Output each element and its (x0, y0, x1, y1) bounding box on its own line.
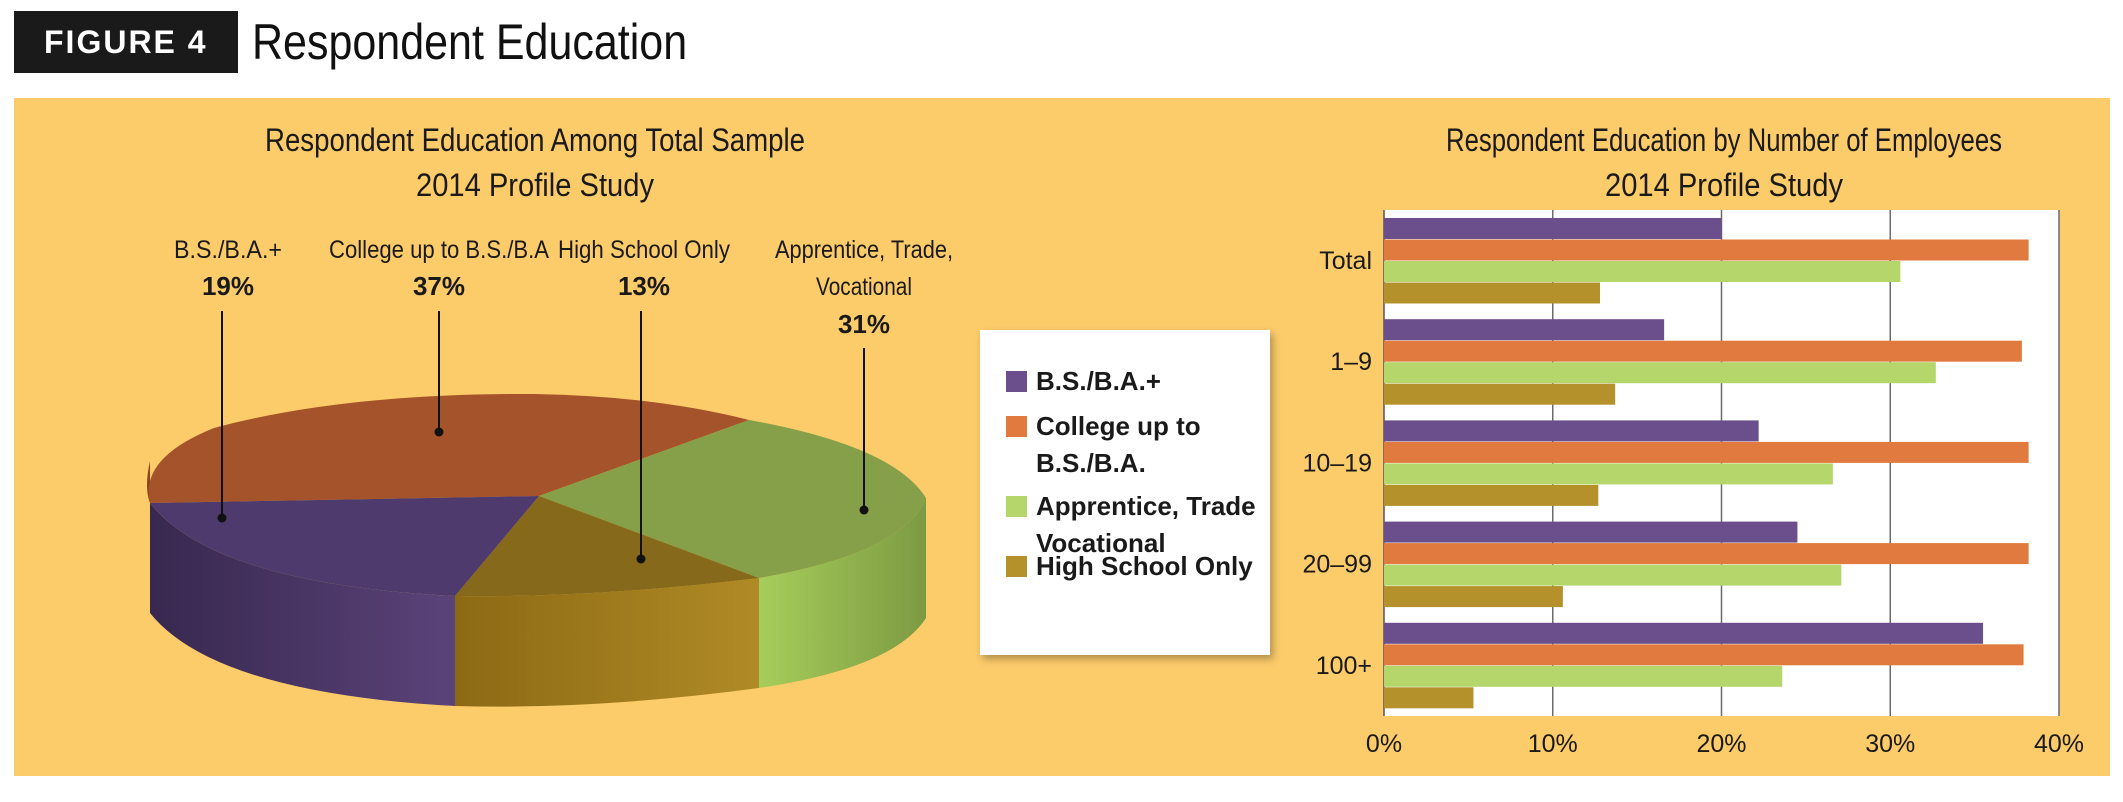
legend-label-apprentice-2: Vocational (1036, 528, 1166, 558)
legend-swatch-highschool (1006, 556, 1027, 577)
bar-category-label: 10–19 (1302, 449, 1372, 477)
pie-label-bs: B.S./B.A.+ (174, 236, 282, 264)
pie-slice-highschool (455, 496, 759, 597)
pie-label-apprentice-line2: Vocational (816, 273, 912, 301)
bar-college (1384, 543, 2029, 565)
bar-college (1384, 644, 2024, 666)
bar-highschool (1384, 484, 1599, 506)
pie-slice-college (148, 393, 749, 503)
pie-side-highschool (455, 578, 759, 707)
pie-side-bs (150, 503, 455, 706)
bar-bs (1384, 319, 1665, 341)
pie-dot-bs (217, 513, 227, 523)
pie-title: Respondent Education Among Total Sample (265, 122, 805, 158)
bar-college (1384, 340, 2022, 362)
bar-xtick-label: 0% (1366, 730, 1402, 758)
bar-highschool (1384, 383, 1616, 405)
bar-chart: Total 1–9 10–19 20–99 100+ 0% 10% 20% 30% 40% (1302, 210, 2084, 758)
chart-canvas: Respondent Education Among Total Sample … (147, 122, 2084, 758)
bar-apprentice (1384, 463, 1833, 485)
bar-apprentice (1384, 564, 1842, 586)
bar-title: Respondent Education by Number of Employ… (1446, 122, 2002, 158)
pie-dot-college (434, 427, 444, 437)
bar-bs (1384, 420, 1759, 442)
legend-swatch-bs (1006, 371, 1027, 392)
pie-slice-bs (150, 496, 539, 596)
pie-value-college: 37% (413, 271, 465, 301)
pie-side-apprentice (759, 498, 926, 688)
bar-category-label: 1–9 (1330, 348, 1372, 376)
bar-category-label: Total (1319, 247, 1372, 275)
bar-college (1384, 239, 2029, 261)
bar-category-label: 100+ (1316, 652, 1372, 680)
bar-apprentice (1384, 261, 1901, 282)
pie-slice-apprentice (539, 420, 926, 578)
pie-value-highschool: 13% (618, 271, 670, 301)
bar-subtitle: 2014 Profile Study (1605, 167, 1843, 203)
bar-college (1384, 441, 2029, 463)
chart-panel: Respondent Education Among Total Sample … (14, 98, 2110, 776)
pie-label-college: College up to B.S./B.A (329, 236, 549, 264)
bar-apprentice (1384, 362, 1936, 384)
legend: B.S./B.A.+ College up to B.S./B.A. Apprenti… (980, 330, 1270, 655)
figure-badge: FIGURE 4 (14, 11, 238, 73)
bar-highschool (1384, 282, 1600, 304)
pie-dot-apprentice (859, 505, 869, 515)
pie-chart (147, 393, 926, 707)
pie-subtitle: 2014 Profile Study (416, 167, 654, 203)
pie-value-apprentice: 31% (838, 309, 890, 339)
pie-label-highschool: High School Only (558, 236, 730, 264)
figure-header: FIGURE 4 Respondent Education (14, 11, 758, 73)
pie-callouts: B.S./B.A.+ 19% College up to B.S./B.A 37… (174, 236, 953, 564)
bar-bs (1384, 521, 1798, 543)
bar-highschool (1384, 586, 1563, 608)
legend-label-highschool-1: High School Only (1036, 551, 1253, 581)
bar-category-label: 20–99 (1302, 551, 1372, 579)
bar-xtick-label: 10% (1528, 730, 1578, 758)
bar-xtick-label: 30% (1865, 730, 1915, 758)
legend-swatch-apprentice (1006, 496, 1027, 517)
pie-value-bs: 19% (202, 271, 254, 301)
pie-dot-highschool (636, 554, 646, 564)
bar-bs (1384, 218, 1722, 239)
legend-label-college-2: B.S./B.A. (1036, 448, 1146, 478)
bar-highschool (1384, 687, 1474, 709)
legend-box (980, 330, 1270, 655)
legend-label-bs-1: B.S./B.A.+ (1036, 366, 1161, 396)
bar-apprentice (1384, 665, 1783, 687)
bar-xtick-label: 40% (2034, 730, 2084, 758)
bar-xtick-label: 20% (1696, 730, 1746, 758)
pie-label-apprentice-line1: Apprentice, Trade, (775, 236, 953, 264)
bar-bs (1384, 622, 1984, 644)
figure-title: Respondent Education (251, 14, 687, 70)
legend-label-college-1: College up to (1036, 411, 1201, 441)
legend-swatch-college (1006, 416, 1027, 437)
legend-label-apprentice-1: Apprentice, Trade (1036, 491, 1256, 521)
